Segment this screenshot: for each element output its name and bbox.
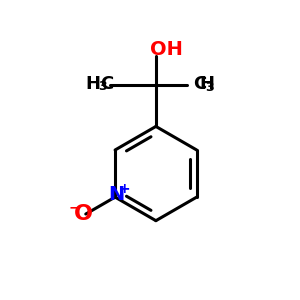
Text: +: + — [118, 182, 130, 196]
Text: O: O — [74, 204, 93, 224]
Text: OH: OH — [150, 40, 183, 59]
Text: 3: 3 — [98, 80, 107, 94]
Text: C: C — [193, 75, 206, 93]
Text: C: C — [100, 75, 113, 93]
Text: −: − — [68, 201, 80, 214]
Text: 3: 3 — [206, 81, 214, 94]
Text: H: H — [199, 75, 214, 93]
Text: H: H — [85, 75, 100, 93]
Text: N: N — [108, 185, 125, 204]
